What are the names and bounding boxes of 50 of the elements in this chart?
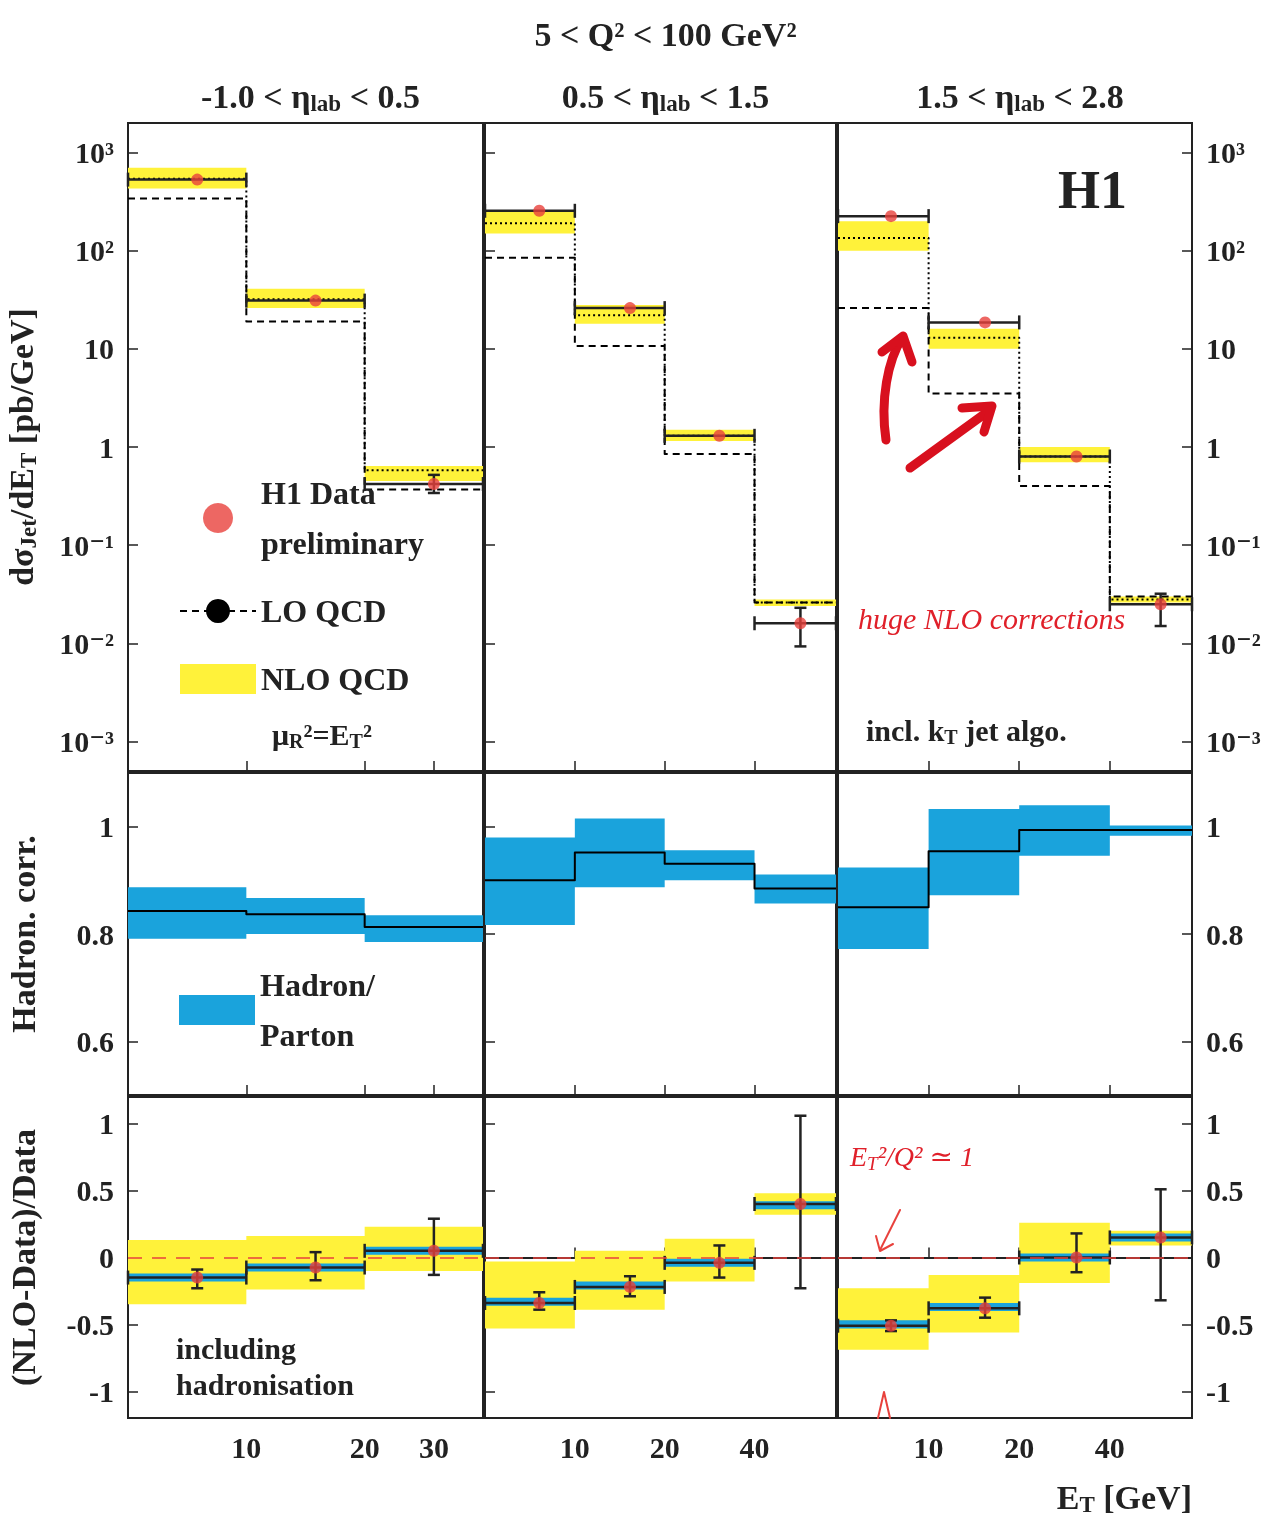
y-tick-label: 0.8 <box>76 917 114 951</box>
y-tick-label: 10⁻² <box>59 626 114 660</box>
x-tick-label: 20 <box>649 1430 680 1464</box>
y-tick-label: -0.5 <box>66 1307 114 1341</box>
y-axis-title: Hadron. corr. <box>4 835 42 1033</box>
y-tick-label: 0.6 <box>1206 1024 1244 1058</box>
y-tick-label: 10⁻³ <box>1206 724 1261 758</box>
y-axis-title: (NLO-Data)/Data <box>4 1129 43 1386</box>
y-axis-title: dσJet/dET [pb/GeV] <box>2 308 41 586</box>
y-tick-label: 1 <box>1206 810 1221 844</box>
x-tick-label: 30 <box>418 1430 449 1464</box>
x-tick-label: 40 <box>1094 1430 1125 1464</box>
y-tick-label: 0.5 <box>1206 1174 1244 1208</box>
x-tick-label: 20 <box>1004 1430 1035 1464</box>
y-tick-label: 1 <box>1206 1107 1221 1141</box>
legend-label: NLO QCD <box>261 661 410 697</box>
y-tick-label: -1 <box>89 1374 114 1408</box>
legend-label: LO QCD <box>261 593 387 629</box>
x-tick-label: 10 <box>913 1430 944 1464</box>
y-tick-label: 1 <box>99 1107 114 1141</box>
y-tick-label: -0.5 <box>1206 1307 1254 1341</box>
y-tick-label: -1 <box>1206 1374 1231 1408</box>
y-tick-label: 10⁻³ <box>59 724 114 758</box>
y-tick-label: 1 <box>1206 430 1221 464</box>
y-tick-label: 10⁻¹ <box>1206 528 1261 562</box>
annotation: including hadronisation <box>176 1331 355 1401</box>
y-tick-label: 0 <box>99 1241 114 1274</box>
y-tick-label: 0.6 <box>76 1024 114 1058</box>
y-tick-label: 10² <box>75 234 114 268</box>
y-tick-label: 10³ <box>75 136 114 170</box>
y-tick-label: 0 <box>1206 1241 1221 1274</box>
x-tick-label: 40 <box>739 1430 770 1464</box>
y-tick-label: 10² <box>1206 234 1245 268</box>
legend-label: H1 Data preliminary <box>261 475 424 561</box>
x-tick-label: 20 <box>349 1430 380 1464</box>
y-tick-label: 0.5 <box>76 1174 114 1208</box>
annotation: H1 <box>1058 160 1128 221</box>
y-tick-label: 1 <box>99 430 114 464</box>
legend-label: Hadron/Parton <box>260 967 377 1053</box>
y-tick-label: 10³ <box>1206 136 1245 170</box>
y-tick-label: 10 <box>84 332 114 366</box>
y-tick-label: 0.8 <box>1206 917 1244 951</box>
annotation: huge NLO corrections <box>858 601 1126 635</box>
y-tick-label: 1 <box>99 810 114 844</box>
y-tick-label: 10⁻² <box>1206 626 1261 660</box>
chart-title: 5 < Q² < 100 GeV² <box>534 15 797 53</box>
y-tick-label: 10 <box>1206 332 1236 366</box>
y-tick-label: 10⁻¹ <box>59 528 114 562</box>
x-tick-label: 10 <box>231 1430 262 1464</box>
x-tick-label: 10 <box>559 1430 590 1464</box>
